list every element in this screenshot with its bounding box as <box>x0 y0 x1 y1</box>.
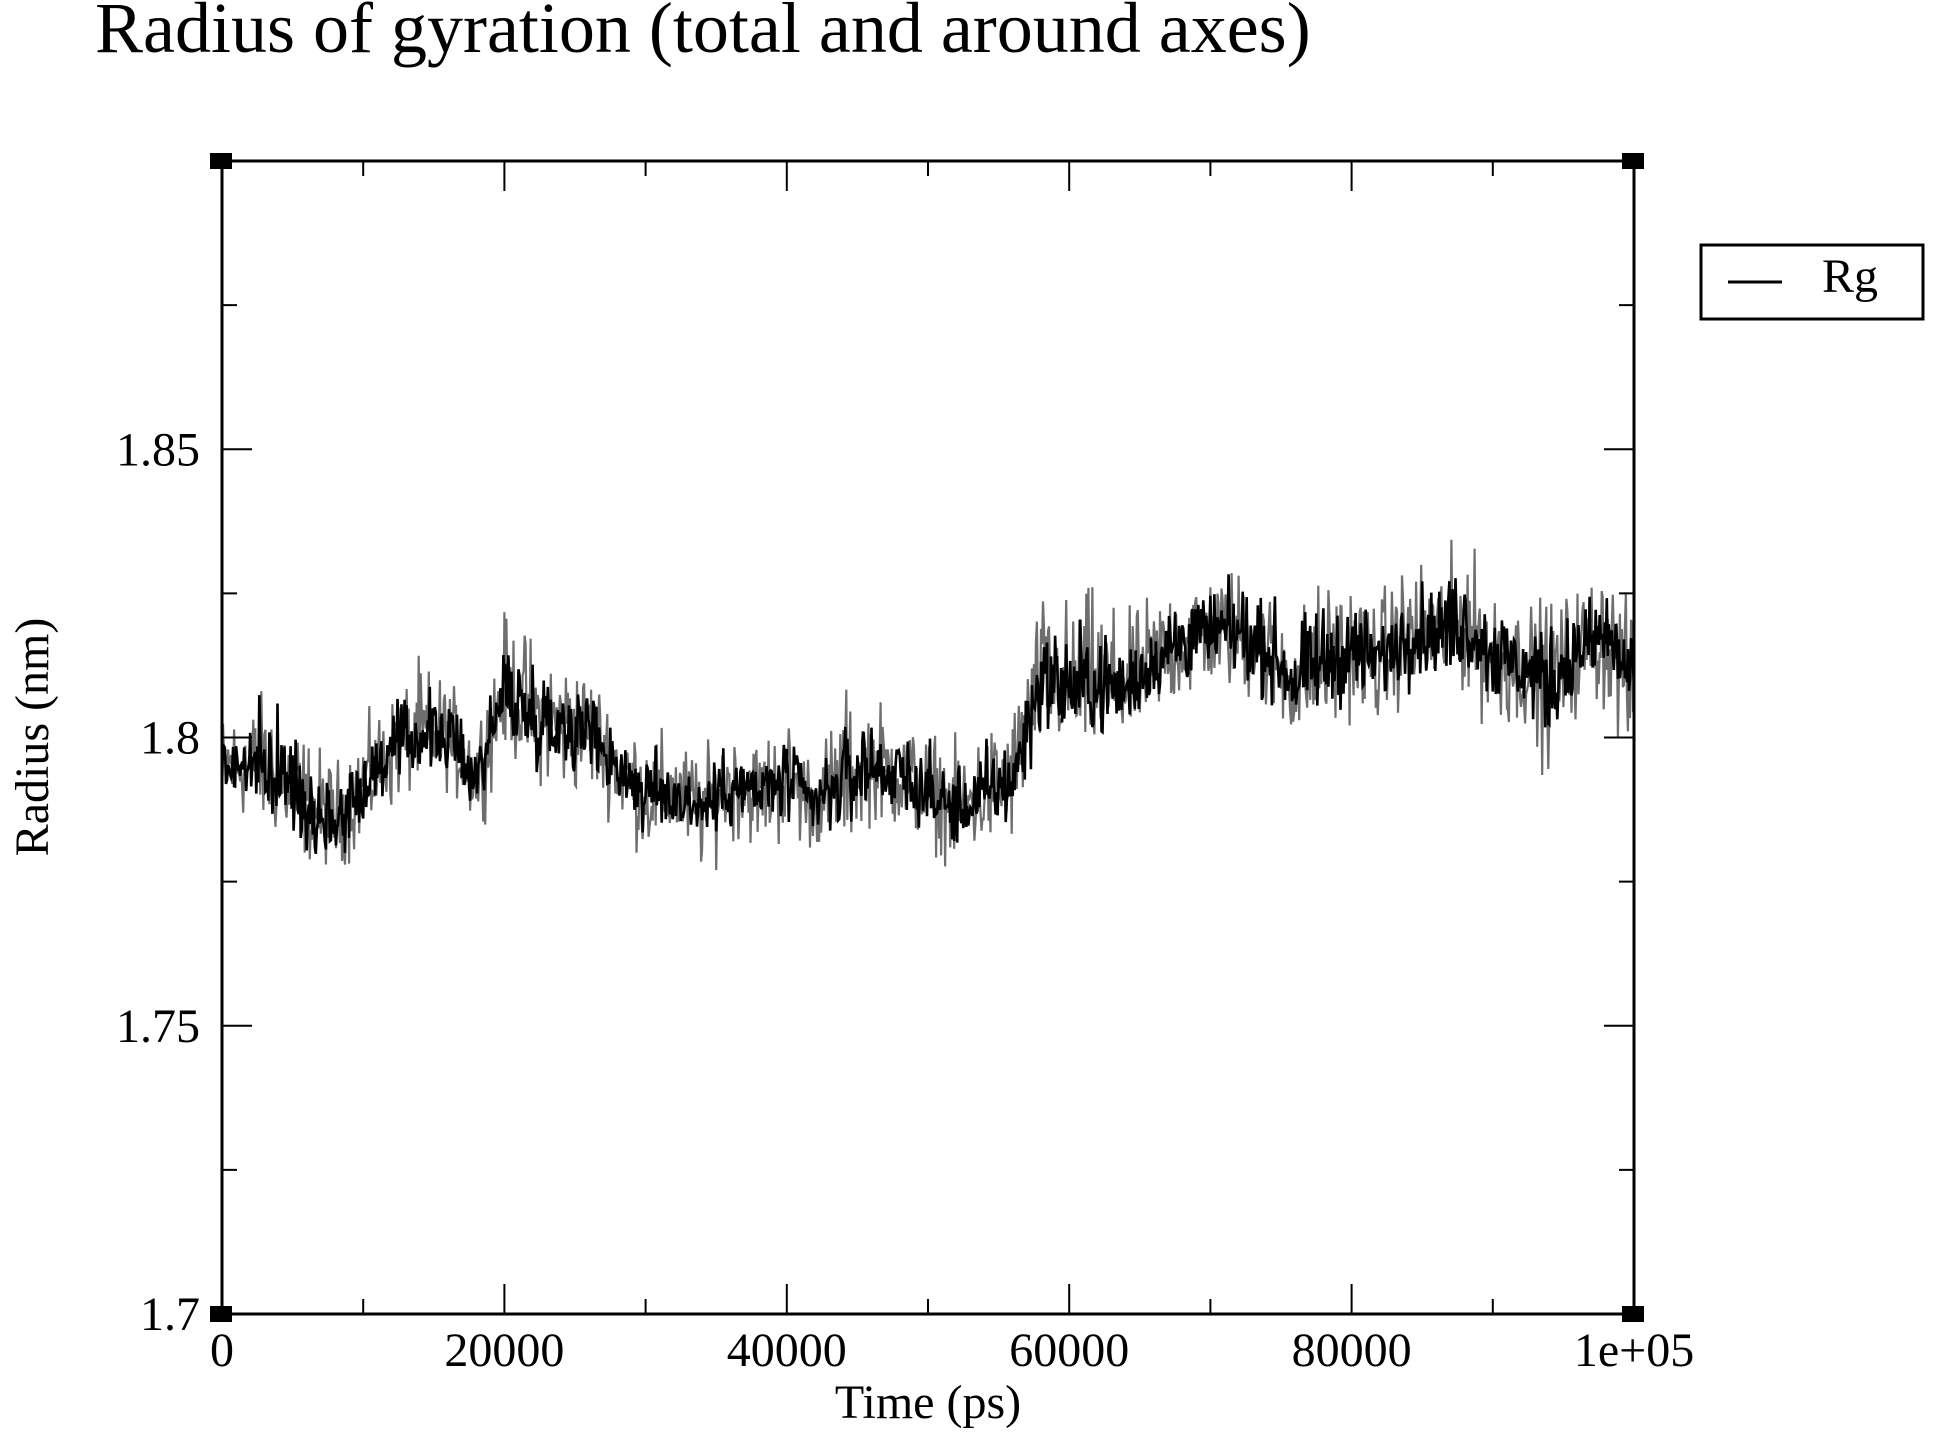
series-trace-rg <box>220 574 1636 854</box>
x-tick-label: 60000 <box>1009 1324 1129 1377</box>
y-tick-label: 1.7 <box>140 1288 200 1341</box>
x-axis-label: Time (ps) <box>835 1376 1021 1429</box>
trace-group <box>220 539 1636 871</box>
y-tick-label: 1.8 <box>140 712 200 765</box>
tick-group: 0 20000 40000 60000 80000 1e+05 1.7 1.75 1.8 1.85 <box>116 160 1694 1377</box>
x-tick-label: 1e+05 <box>1574 1324 1694 1377</box>
x-tick-label: 80000 <box>1292 1324 1412 1377</box>
x-tick-label: 0 <box>210 1324 234 1377</box>
legend-label: Rg <box>1822 250 1878 303</box>
x-tick-label: 40000 <box>727 1324 847 1377</box>
y-tick-label: 1.85 <box>116 423 200 476</box>
chart-title: Radius of gyration (total and around axe… <box>95 0 1311 68</box>
y-tick-label: 1.75 <box>116 1000 200 1053</box>
legend: Rg <box>1699 243 1925 321</box>
x-tick-label: 20000 <box>444 1324 564 1377</box>
y-axis-label: Radius (nm) <box>6 618 59 857</box>
